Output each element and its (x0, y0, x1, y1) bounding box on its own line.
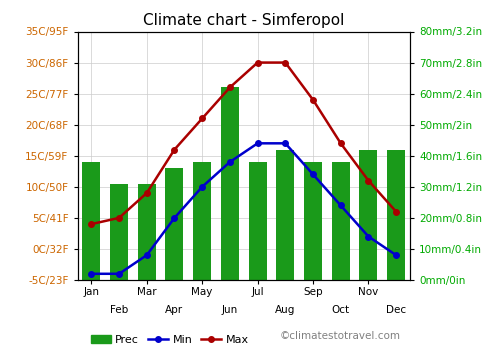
Bar (221, 88, 239, 280)
Bar (110, 184, 128, 280)
Bar (82, 162, 100, 280)
Bar (248, 162, 266, 280)
Text: Apr: Apr (166, 305, 184, 315)
Title: Climate chart - Simferopol: Climate chart - Simferopol (143, 13, 344, 28)
Bar (193, 162, 211, 280)
Bar (387, 149, 405, 280)
Text: Oct: Oct (332, 305, 350, 315)
Text: Aug: Aug (275, 305, 295, 315)
Text: Dec: Dec (386, 305, 406, 315)
Bar (138, 184, 156, 280)
Legend: Prec, Min, Max: Prec, Min, Max (86, 330, 254, 349)
Text: Feb: Feb (110, 305, 128, 315)
Bar (360, 149, 378, 280)
Bar (304, 162, 322, 280)
Bar (332, 162, 349, 280)
Text: ©climatestotravel.com: ©climatestotravel.com (280, 331, 401, 341)
Bar (276, 149, 294, 280)
Text: Jun: Jun (222, 305, 238, 315)
Bar (166, 168, 184, 280)
